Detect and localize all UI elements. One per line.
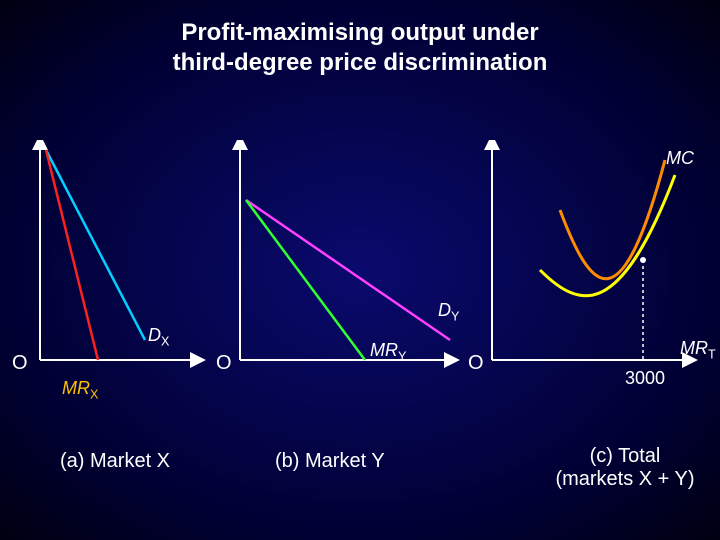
origin-a: O xyxy=(12,352,28,375)
title-line2: third-degree price discrimination xyxy=(173,49,548,76)
page-title: Profit-maximising output under third-deg… xyxy=(0,0,720,78)
mc-curve xyxy=(560,160,665,279)
mrt-label: MRT xyxy=(680,338,716,362)
mr-x-label: MRX xyxy=(62,378,98,402)
demand-x-line xyxy=(46,150,145,340)
caption-c: (c) Total (markets X + Y) xyxy=(540,445,710,491)
xtick-3000: 3000 xyxy=(625,368,665,389)
chart-panels: O DX MRX O DY MRY xyxy=(0,140,720,430)
panel-market-y: O DY MRY xyxy=(220,140,480,430)
demand-y-line xyxy=(246,200,450,340)
axes-y xyxy=(220,140,480,400)
title-line1: Profit-maximising output under xyxy=(181,19,538,46)
mr-y-line xyxy=(246,200,365,360)
panel-total: O MC MRT 3000 xyxy=(480,140,720,430)
origin-b: O xyxy=(216,352,232,375)
origin-c: O xyxy=(468,352,484,375)
caption-b: (b) Market Y xyxy=(275,450,385,473)
demand-x-label: DX xyxy=(148,325,169,349)
mr-x-line xyxy=(46,150,98,360)
demand-y-label: DY xyxy=(438,300,459,324)
caption-a: (a) Market X xyxy=(60,450,170,473)
mr-y-label: MRY xyxy=(370,340,406,364)
panel-market-x: O DX MRX xyxy=(0,140,220,430)
intersection-dot xyxy=(640,257,646,263)
mc-label: MC xyxy=(666,148,694,169)
axes-x xyxy=(0,140,220,400)
